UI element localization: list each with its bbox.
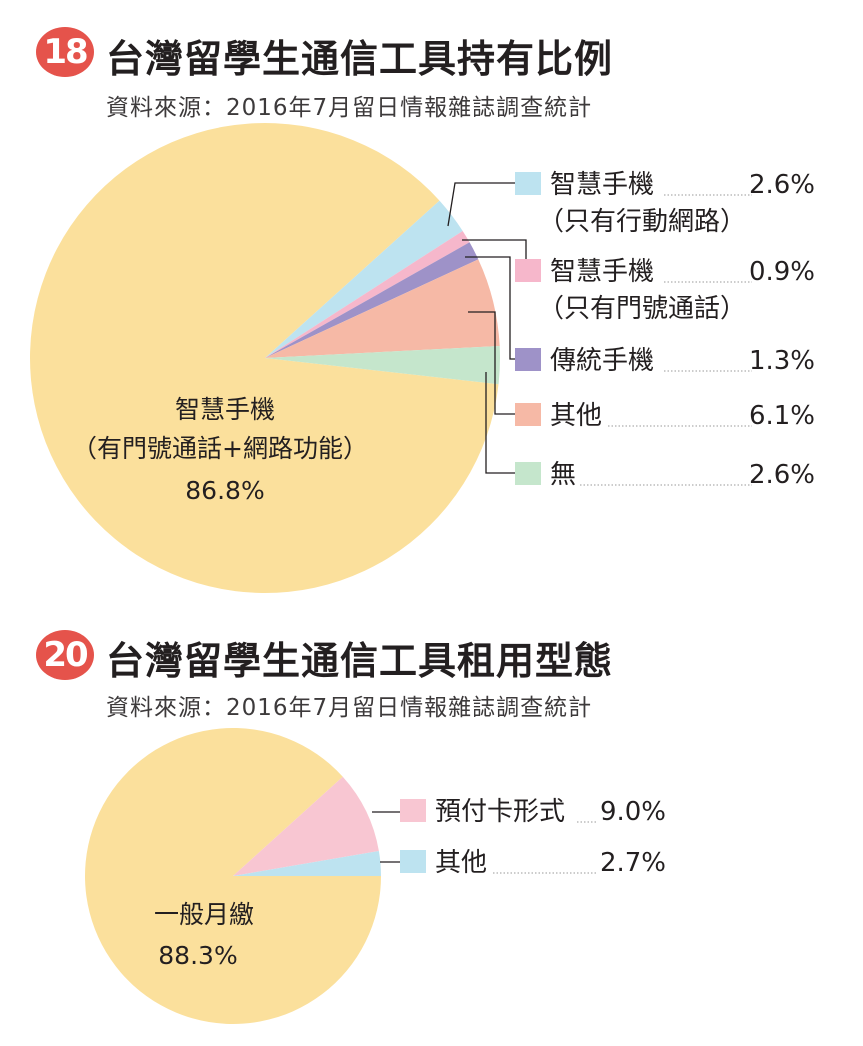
pie-slice (265, 230, 470, 358)
legend-label: 預付卡形式 (435, 797, 565, 827)
legend-label: 無 (550, 460, 576, 490)
legend-label: （只有門號通話） (538, 294, 746, 324)
legend-value: 2.7% (600, 848, 666, 878)
slice-label: （有門號通話+網路功能） (72, 434, 368, 463)
pie-slice (265, 200, 463, 358)
legend-label: （只有行動網路） (538, 207, 746, 237)
pie-slice (265, 345, 500, 385)
chart-title: 台灣留學生通信工具持有比例 (106, 37, 614, 81)
data-source-note: 資料來源：2016年7月留日情報雜誌調查統計 (106, 695, 593, 721)
slice-label: 一般月繳 (154, 900, 254, 929)
legend-label: 傳統手機 (550, 346, 654, 376)
legend-value: 2.6% (749, 460, 815, 490)
leader-line (485, 372, 515, 474)
legend-value: 0.9% (749, 257, 815, 287)
chart-number-badge: 20 (36, 630, 94, 680)
legend-label: 其他 (435, 848, 487, 878)
chart-number-badge: 18 (36, 27, 94, 77)
legend-swatch (515, 172, 541, 195)
data-source-note: 資料來源：2016年7月留日情報雜誌調查統計 (106, 95, 593, 121)
pie-slice (233, 851, 381, 876)
leader-line (447, 182, 515, 227)
legend-label: 智慧手機 (550, 257, 654, 287)
slice-label: 智慧手機 (175, 395, 275, 424)
legend-label: 其他 (550, 401, 602, 431)
legend-swatch (515, 403, 541, 426)
legend-swatch (515, 259, 541, 282)
chart-title: 台灣留學生通信工具租用型態 (106, 639, 614, 683)
pie-slice (85, 728, 382, 1025)
legend-swatch (400, 850, 426, 873)
slice-value-label: 88.3% (158, 941, 237, 970)
slice-value-label: 86.8% (185, 476, 264, 505)
legend-value: 6.1% (749, 401, 815, 431)
pie-slice (30, 122, 499, 593)
leader-line (468, 311, 515, 415)
legend-swatch (400, 799, 426, 822)
legend-swatch (515, 348, 541, 371)
legend-swatch (515, 462, 541, 485)
leader-line (465, 256, 515, 360)
pie-slice (233, 776, 379, 876)
legend-value: 1.3% (749, 346, 815, 376)
legend-value: 9.0% (600, 797, 666, 827)
legend-label: 智慧手機 (550, 170, 654, 200)
pie-slice (265, 259, 500, 358)
pie-slice (265, 242, 479, 358)
legend-value: 2.6% (749, 170, 815, 200)
